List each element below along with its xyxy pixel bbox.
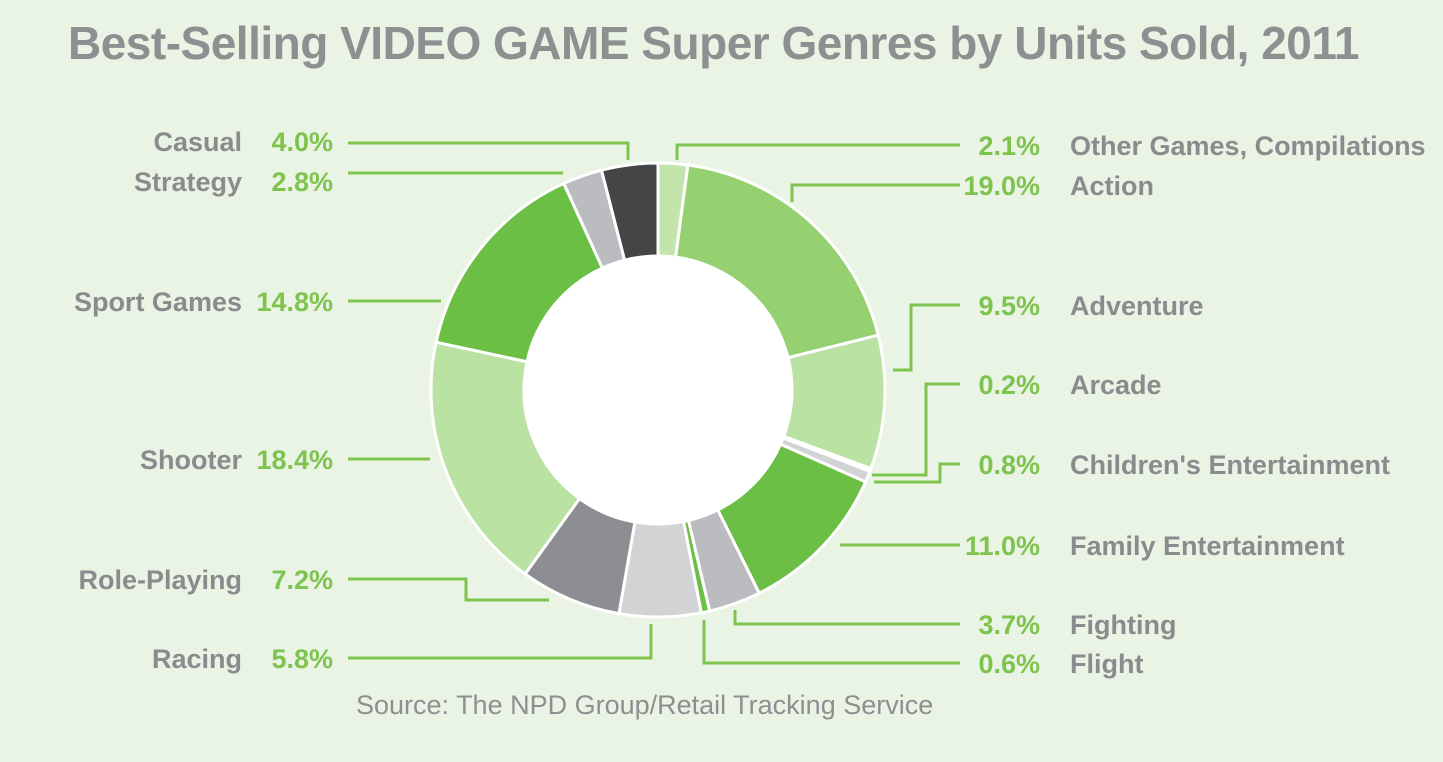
chart-title: Best-Selling VIDEO GAME Super Genres by … xyxy=(68,17,1360,69)
leader-line-children-s-entertainment xyxy=(874,462,960,484)
pct-label-action: 19.0% xyxy=(963,171,1040,201)
name-label-other-games-compilations: Other Games, Compilations xyxy=(1070,131,1426,161)
leader-line-role-playing xyxy=(348,577,549,602)
name-label-action: Action xyxy=(1070,171,1154,201)
leader-line-adventure xyxy=(893,303,960,372)
name-label-children-s-entertainment: Children's Entertainment xyxy=(1070,450,1390,480)
pct-label-casual: 4.0% xyxy=(271,127,333,157)
pct-label-shooter: 18.4% xyxy=(256,445,333,475)
name-label-casual: Casual xyxy=(153,127,242,157)
name-label-family-entertainment: Family Entertainment xyxy=(1070,531,1345,561)
pct-label-family-entertainment: 11.0% xyxy=(965,531,1040,561)
leader-line-arcade xyxy=(872,382,960,477)
leader-line-casual xyxy=(348,141,630,160)
name-label-arcade: Arcade xyxy=(1070,370,1162,400)
leader-line-action xyxy=(790,183,960,202)
name-label-fighting: Fighting xyxy=(1070,610,1176,640)
name-label-sport-games: Sport Games xyxy=(74,287,242,317)
leader-line-other-games-compilations xyxy=(675,143,960,160)
name-label-racing: Racing xyxy=(152,644,242,674)
pct-label-role-playing: 7.2% xyxy=(271,565,333,595)
pct-label-fighting: 3.7% xyxy=(978,610,1040,640)
pct-label-other-games-compilations: 2.1% xyxy=(978,131,1040,161)
leader-lines xyxy=(348,141,960,665)
slice-labels: 2.1% Other Games, Compilations 19.0% Action… xyxy=(74,127,1426,679)
pct-label-adventure: 9.5% xyxy=(978,291,1040,321)
pct-label-children-s-entertainment: 0.8% xyxy=(978,450,1040,480)
pct-label-racing: 5.8% xyxy=(271,644,333,674)
pct-label-strategy: 2.8% xyxy=(271,167,333,197)
name-label-strategy: Strategy xyxy=(134,167,242,197)
source-note: Source: The NPD Group/Retail Tracking Se… xyxy=(356,690,934,720)
name-label-adventure: Adventure xyxy=(1070,291,1204,321)
leader-line-racing xyxy=(348,624,653,660)
donut-hole xyxy=(524,256,792,524)
leader-line-flight xyxy=(702,620,960,665)
name-label-role-playing: Role-Playing xyxy=(78,565,242,595)
leader-line-fighting xyxy=(733,610,960,626)
pct-label-arcade: 0.2% xyxy=(978,370,1040,400)
name-label-shooter: Shooter xyxy=(140,445,242,475)
name-label-flight: Flight xyxy=(1070,649,1143,679)
pct-label-sport-games: 14.8% xyxy=(256,287,333,317)
pct-label-flight: 0.6% xyxy=(978,649,1040,679)
